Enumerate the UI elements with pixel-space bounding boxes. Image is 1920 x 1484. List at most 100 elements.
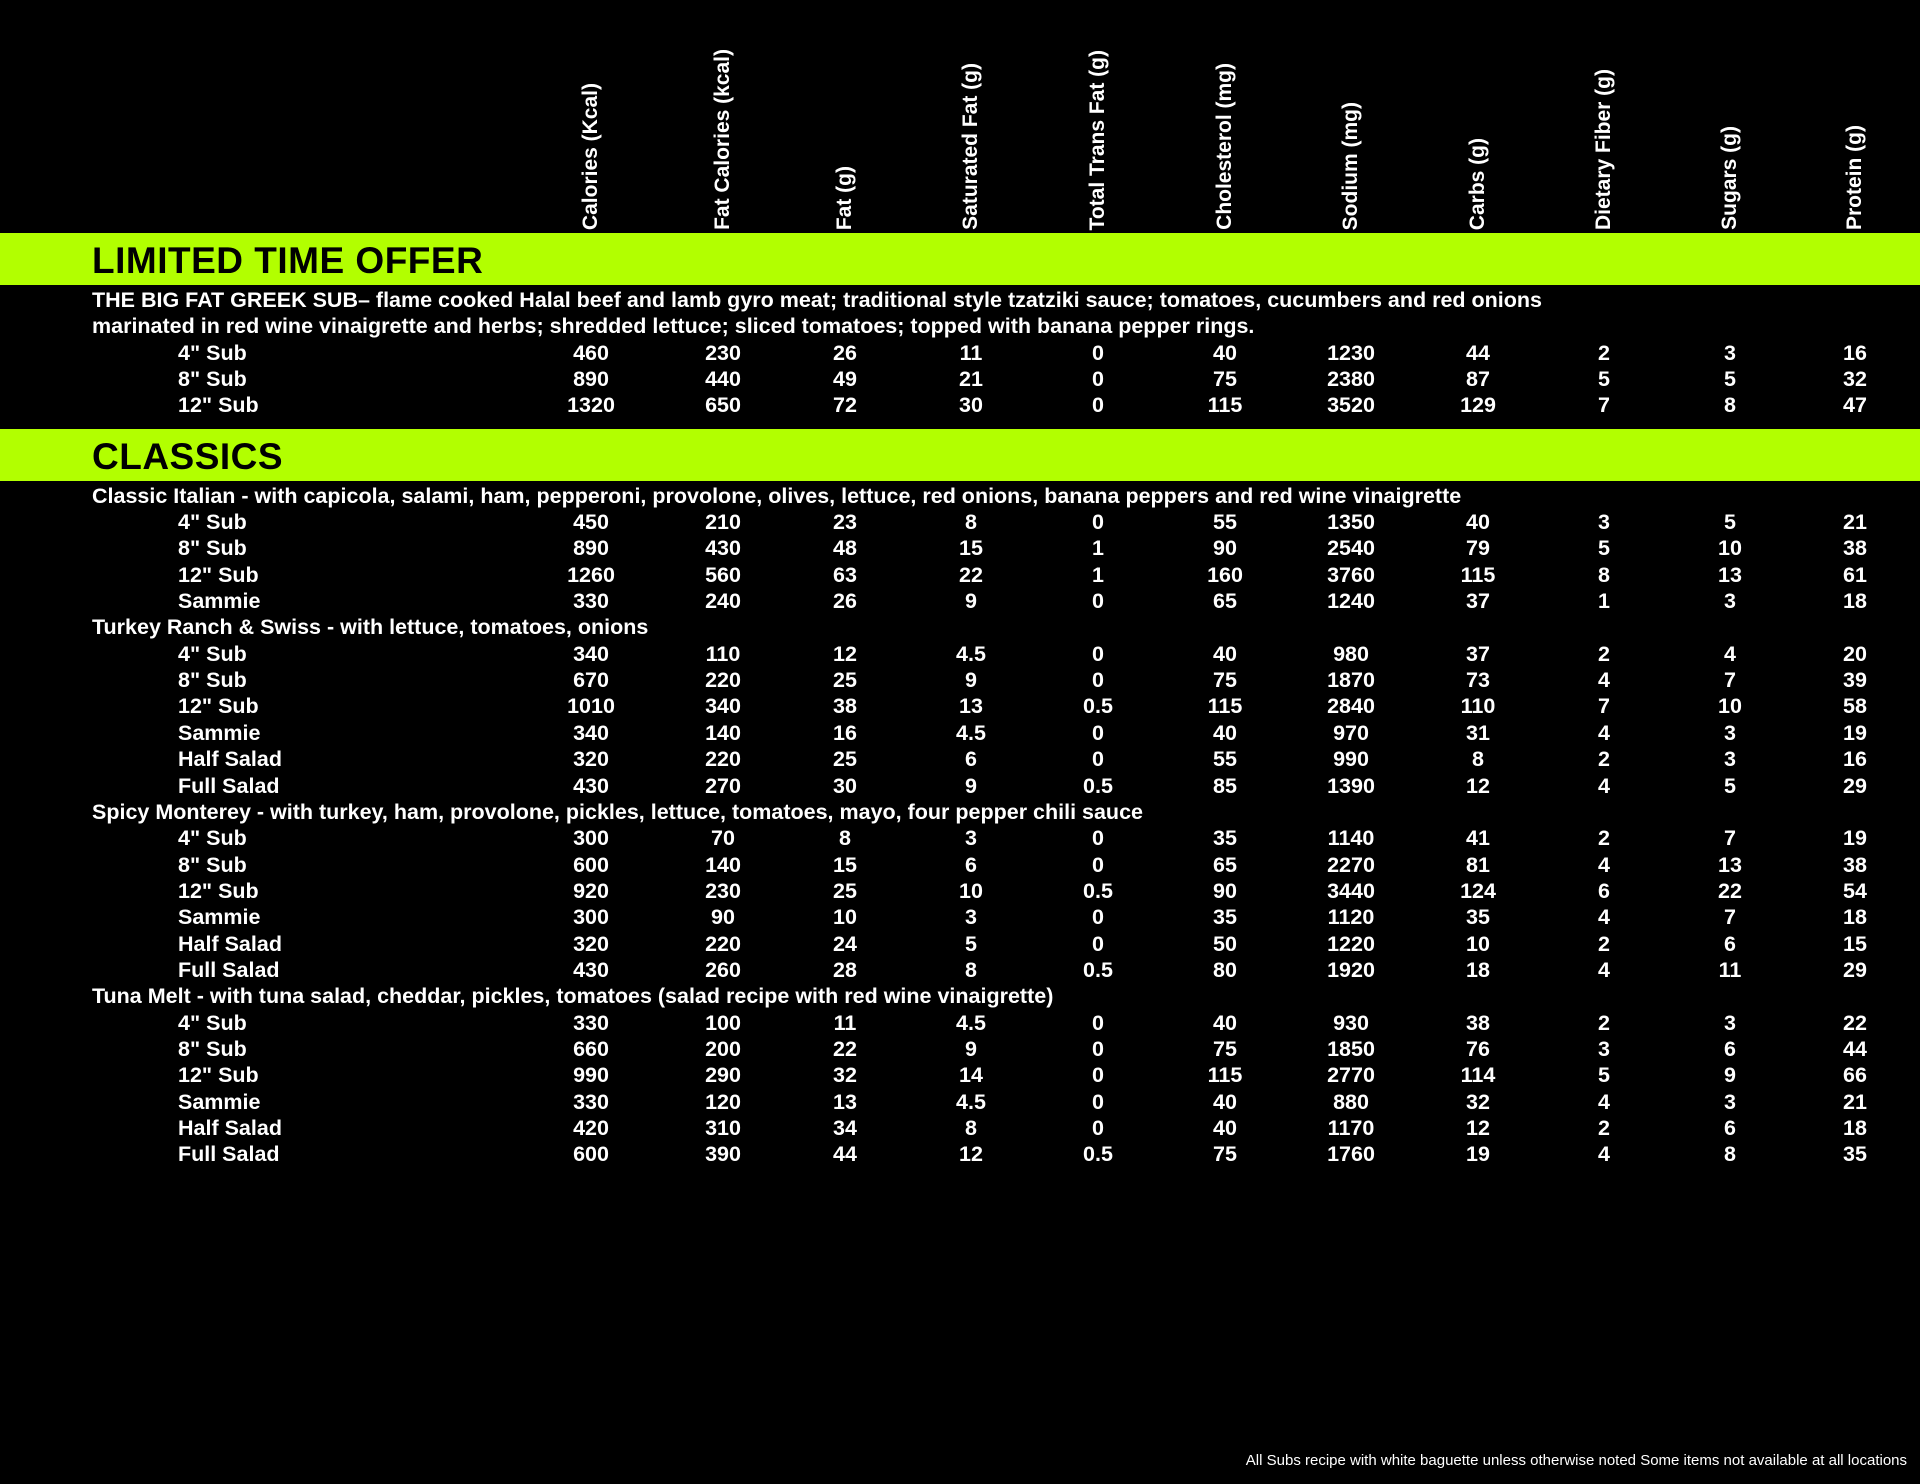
serving-size: 4" Sub: [178, 340, 247, 365]
table-cell: 4: [1598, 773, 1610, 798]
column-header: Calories (Kcal): [579, 82, 602, 230]
table-cell: 10: [1466, 931, 1490, 956]
table-cell: 10: [1718, 536, 1742, 561]
table-cell: 0: [1092, 1089, 1104, 1114]
table-cell: 8: [965, 1115, 977, 1140]
table-cell: 1: [1092, 562, 1104, 587]
table-row: 4" Sub 300 70 8 3 0 35 1140 41 2 7 19: [0, 825, 1920, 851]
table-cell: 19: [1843, 826, 1867, 851]
table-cell: 90: [711, 905, 735, 930]
table-cell: 35: [1213, 826, 1237, 851]
table-cell: 44: [1466, 340, 1490, 365]
table-cell: 40: [1213, 720, 1237, 745]
table-cell: 30: [833, 773, 857, 798]
table-cell: 7: [1724, 826, 1736, 851]
table-cell: 1: [1598, 589, 1610, 614]
table-row: 8" Sub 660 200 22 9 0 75 1850 76 3 6 44: [0, 1036, 1920, 1062]
table-cell: 18: [1466, 957, 1490, 982]
table-cell: 13: [959, 694, 983, 719]
table-cell: 3: [965, 826, 977, 851]
serving-size: 8" Sub: [178, 1036, 247, 1061]
table-cell: 4: [1598, 668, 1610, 693]
table-cell: 13: [1718, 562, 1742, 587]
table-cell: 13: [833, 1089, 857, 1114]
table-cell: 1120: [1327, 905, 1375, 930]
table-cell: 880: [1333, 1089, 1369, 1114]
table-row: Full Salad 430 270 30 9 0.5 85 1390 12 4 5 29: [0, 773, 1920, 799]
column-header: Fat (g): [833, 165, 856, 230]
table-cell: 11: [1718, 957, 1742, 982]
table-cell: 1350: [1327, 510, 1375, 535]
table-cell: 3: [1724, 589, 1736, 614]
table-cell: 16: [1843, 340, 1867, 365]
table-cell: 63: [833, 562, 857, 587]
table-cell: 3: [1724, 340, 1736, 365]
table-cell: 230: [705, 878, 741, 903]
table-cell: 110: [1460, 694, 1496, 719]
table-row: Half Salad 420 310 34 8 0 40 1170 12 2 6 18: [0, 1115, 1920, 1141]
table-cell: 140: [705, 720, 741, 745]
table-cell: 5: [1724, 367, 1736, 392]
table-cell: 15: [833, 852, 857, 877]
table-cell: 9: [965, 589, 977, 614]
table-cell: 12: [959, 1142, 983, 1167]
table-row: 12" Sub 920 230 25 10 0.5 90 3440 124 6 22 54: [0, 878, 1920, 904]
table-cell: 300: [573, 905, 609, 930]
table-cell: 0: [1092, 931, 1104, 956]
table-cell: 28: [833, 957, 857, 982]
table-cell: 13: [1718, 852, 1742, 877]
serving-size: Full Salad: [178, 957, 280, 982]
table-cell: 2: [1598, 931, 1610, 956]
table-cell: 40: [1213, 1010, 1237, 1035]
table-row: Full Salad 430 260 28 8 0.5 80 1920 18 4 11 29: [0, 957, 1920, 983]
table-cell: 12: [833, 641, 857, 666]
table-cell: 270: [705, 773, 741, 798]
table-cell: 0: [1092, 393, 1104, 418]
table-cell: 115: [1207, 1063, 1243, 1088]
table-cell: 65: [1213, 589, 1237, 614]
table-cell: 5: [1724, 510, 1736, 535]
table-cell: 21: [1843, 1089, 1867, 1114]
table-cell: 8: [1472, 747, 1484, 772]
table-cell: 20: [1843, 641, 1867, 666]
table-cell: 8: [1724, 393, 1736, 418]
table-cell: 4: [1598, 1089, 1610, 1114]
table-cell: 1760: [1327, 1142, 1375, 1167]
table-cell: 650: [705, 393, 741, 418]
table-cell: 22: [833, 1036, 857, 1061]
table-cell: 3: [1724, 1089, 1736, 1114]
serving-size: 8" Sub: [178, 536, 247, 561]
table-cell: 75: [1213, 1142, 1237, 1167]
table-cell: 65: [1213, 852, 1237, 877]
table-cell: 23: [833, 510, 857, 535]
serving-size: Sammie: [178, 905, 261, 930]
table-cell: 330: [573, 589, 609, 614]
table-cell: 55: [1213, 747, 1237, 772]
table-cell: 66: [1843, 1063, 1867, 1088]
table-cell: 10: [959, 878, 983, 903]
table-cell: 70: [711, 826, 735, 851]
table-cell: 40: [1213, 1115, 1237, 1140]
column-header: Sodium (mg): [1339, 101, 1362, 230]
table-cell: 140: [705, 852, 741, 877]
table-cell: 10: [833, 905, 857, 930]
table-cell: 22: [1843, 1010, 1867, 1035]
table-cell: 3: [1724, 720, 1736, 745]
table-cell: 32: [1466, 1089, 1490, 1114]
table-cell: 970: [1333, 720, 1369, 745]
table-cell: 1260: [567, 562, 615, 587]
table-cell: 76: [1466, 1036, 1490, 1061]
table-cell: 560: [705, 562, 741, 587]
table-cell: 40: [1213, 340, 1237, 365]
table-cell: 90: [1213, 878, 1237, 903]
table-cell: 38: [1843, 852, 1867, 877]
section-header: LIMITED TIME OFFER: [0, 233, 1920, 285]
table-cell: 11: [833, 1010, 857, 1035]
table-cell: 73: [1466, 668, 1490, 693]
table-row: Sammie 340 140 16 4.5 0 40 970 31 4 3 19: [0, 720, 1920, 746]
table-cell: 24: [833, 931, 857, 956]
table-cell: 450: [573, 510, 609, 535]
table-cell: 0: [1092, 641, 1104, 666]
table-cell: 320: [573, 931, 609, 956]
serving-size: Half Salad: [178, 747, 282, 772]
